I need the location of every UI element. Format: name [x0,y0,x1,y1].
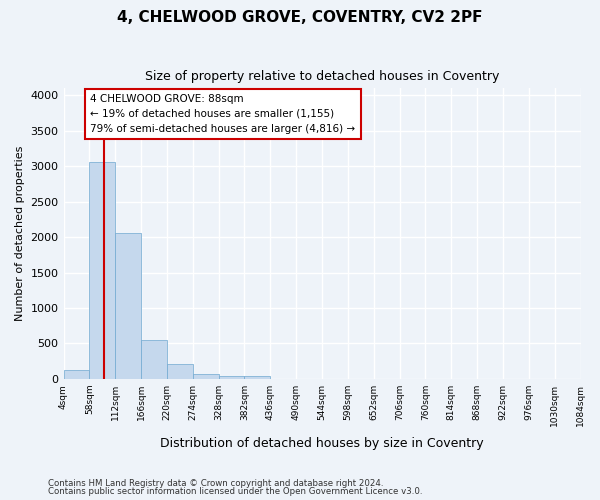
Bar [193,374,218,379]
Title: Size of property relative to detached houses in Coventry: Size of property relative to detached ho… [145,70,499,83]
Y-axis label: Number of detached properties: Number of detached properties [15,146,25,322]
Bar [141,340,167,379]
Bar [64,370,89,379]
Bar [89,162,115,379]
Bar [244,376,271,379]
Text: Contains public sector information licensed under the Open Government Licence v3: Contains public sector information licen… [48,487,422,496]
X-axis label: Distribution of detached houses by size in Coventry: Distribution of detached houses by size … [160,437,484,450]
Bar [167,364,193,379]
Bar [115,233,141,379]
Text: 4 CHELWOOD GROVE: 88sqm
← 19% of detached houses are smaller (1,155)
79% of semi: 4 CHELWOOD GROVE: 88sqm ← 19% of detache… [91,94,355,134]
Text: 4, CHELWOOD GROVE, COVENTRY, CV2 2PF: 4, CHELWOOD GROVE, COVENTRY, CV2 2PF [117,10,483,25]
Bar [218,376,244,379]
Text: Contains HM Land Registry data © Crown copyright and database right 2024.: Contains HM Land Registry data © Crown c… [48,478,383,488]
